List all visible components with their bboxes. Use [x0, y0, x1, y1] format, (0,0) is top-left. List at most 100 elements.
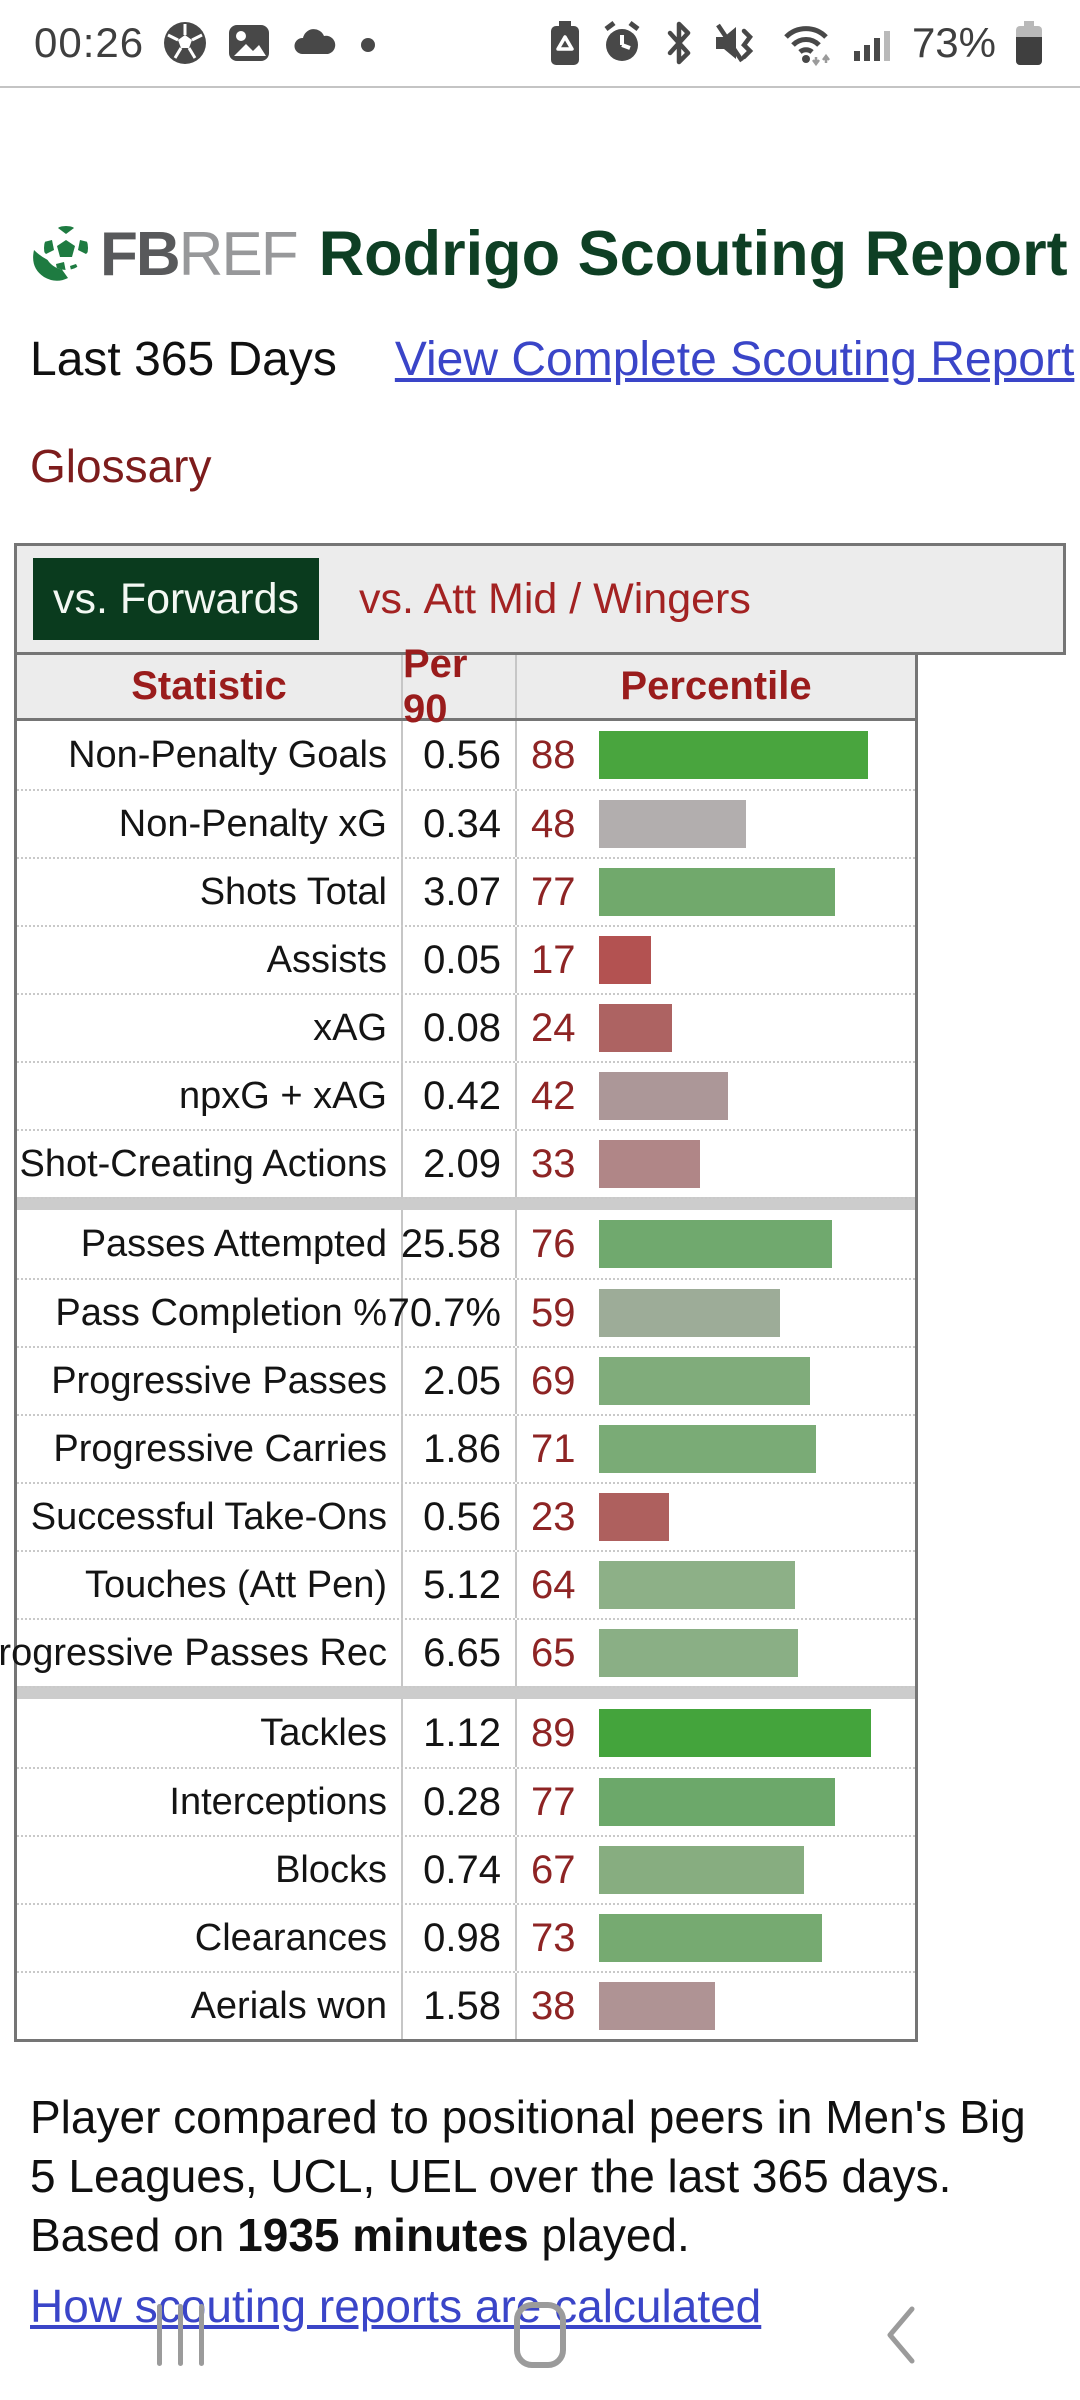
back-button[interactable] — [720, 2303, 1080, 2367]
period-label: Last 365 Days — [30, 333, 337, 386]
table-row: Progressive Passes 2.05 69 — [17, 1346, 915, 1414]
percentile-cell: 71 — [517, 1416, 915, 1482]
percentile-bar-track — [599, 1220, 905, 1268]
stat-label: Blocks — [17, 1837, 403, 1903]
percentile-cell: 59 — [517, 1280, 915, 1346]
stat-label: Interceptions — [17, 1769, 403, 1835]
table-row: Blocks 0.74 67 — [17, 1835, 915, 1903]
subheader-row: Last 365 Days View Complete Scouting Rep… — [30, 332, 1080, 387]
recents-button[interactable] — [0, 2304, 360, 2366]
page-title: Rodrigo Scouting Report — [318, 219, 1068, 289]
percentile-bar — [599, 936, 652, 984]
per90-value: 2.05 — [403, 1348, 517, 1414]
percentile-value: 23 — [531, 1494, 576, 1539]
stat-label: Non-Penalty xG — [17, 791, 403, 857]
cloud-icon — [290, 20, 340, 66]
percentile-bar-track — [599, 1561, 905, 1609]
stat-label: Progressive Carries — [17, 1416, 403, 1482]
stat-label: Pass Completion % — [17, 1280, 403, 1346]
per90-value: 1.58 — [403, 1973, 517, 2039]
per90-value: 0.42 — [403, 1063, 517, 1129]
per90-value: 0.56 — [403, 1484, 517, 1550]
percentile-bar-track — [599, 1778, 905, 1826]
stat-label: Assists — [17, 927, 403, 993]
percentile-bar-track — [599, 1072, 905, 1120]
percentile-bar — [599, 868, 835, 916]
recents-icon — [156, 2304, 204, 2366]
soccer-ball-icon — [162, 20, 208, 66]
percentile-cell: 67 — [517, 1837, 915, 1903]
stat-label: Shots Total — [17, 859, 403, 925]
percentile-cell: 77 — [517, 1769, 915, 1835]
stat-label: Shot-Creating Actions — [17, 1131, 403, 1197]
comparison-note: Player compared to positional peers in M… — [30, 2088, 1050, 2265]
per90-value: 1.12 — [403, 1699, 517, 1767]
percentile-value: 88 — [531, 732, 576, 777]
stat-label: npxG + xAG — [17, 1063, 403, 1129]
table-body: Non-Penalty Goals 0.56 88 Non-Penalty xG 0.3… — [0, 721, 915, 2039]
stat-label: Progressive Passes — [17, 1348, 403, 1414]
percentile-bar-track — [599, 1289, 905, 1337]
per90-value: 0.56 — [403, 721, 517, 789]
stat-label: Clearances — [17, 1905, 403, 1971]
percentile-bar-track — [599, 936, 905, 984]
glossary-link[interactable]: Glossary — [30, 440, 212, 492]
table-row: Non-Penalty xG 0.34 48 — [17, 789, 915, 857]
wifi-icon — [780, 19, 836, 67]
per90-value: 0.34 — [403, 791, 517, 857]
table-header-row: Statistic Per 90 Percentile — [17, 642, 915, 731]
percentile-value: 24 — [531, 1005, 576, 1050]
complete-report-link[interactable]: View Complete Scouting Report — [394, 333, 1075, 386]
logo-text-fb: FB — [100, 219, 181, 289]
percentile-bar-track — [599, 1982, 905, 2030]
stat-label: Passes Attempted — [17, 1210, 403, 1278]
percentile-cell: 76 — [517, 1210, 915, 1278]
percentile-value: 59 — [531, 1290, 576, 1335]
percentile-value: 64 — [531, 1562, 576, 1607]
percentile-value: 33 — [531, 1141, 576, 1186]
home-button[interactable] — [360, 2302, 720, 2368]
table-row: Assists 0.05 17 — [17, 925, 915, 993]
percentile-bar — [599, 1982, 716, 2030]
home-icon — [514, 2302, 566, 2368]
per90-value: 0.08 — [403, 995, 517, 1061]
percentile-cell: 23 — [517, 1484, 915, 1550]
percentile-bar-track — [599, 731, 905, 779]
percentile-cell: 42 — [517, 1063, 915, 1129]
back-icon — [887, 2306, 915, 2364]
percentile-bar-track — [599, 1629, 905, 1677]
table-row: Shot-Creating Actions 2.09 33 — [17, 1129, 915, 1197]
column-header-statistic: Statistic — [17, 655, 403, 718]
battery-icon — [1012, 19, 1046, 67]
stat-label: xAG — [17, 995, 403, 1061]
percentile-bar — [599, 1425, 817, 1473]
tab-vs-forwards[interactable]: vs. Forwards — [33, 558, 319, 640]
table-row: Shots Total 3.07 77 — [17, 857, 915, 925]
percentile-value: 17 — [531, 937, 576, 982]
percentile-value: 42 — [531, 1073, 576, 1118]
vibrate-mute-icon — [712, 19, 764, 67]
percentile-bar — [599, 1846, 805, 1894]
battery-saver-icon — [548, 19, 582, 67]
percentile-cell: 48 — [517, 791, 915, 857]
table-row: Interceptions 0.28 77 — [17, 1767, 915, 1835]
how-calculated-link[interactable]: How scouting reports are calculated — [30, 2280, 762, 2332]
logo-text-ref: REF — [178, 219, 299, 289]
percentile-cell: 33 — [517, 1131, 915, 1197]
stat-label: Touches (Att Pen) — [17, 1552, 403, 1618]
percentile-bar — [599, 1709, 872, 1757]
percentile-cell: 69 — [517, 1348, 915, 1414]
percentile-cell: 64 — [517, 1552, 915, 1618]
percentile-value: 89 — [531, 1710, 576, 1755]
percentile-bar-track — [599, 1709, 905, 1757]
tab-vs-att-mid-wingers[interactable]: vs. Att Mid / Wingers — [359, 574, 751, 623]
percentile-cell: 88 — [517, 721, 915, 789]
signal-icon — [852, 19, 896, 67]
per90-value: 6.65 — [403, 1620, 517, 1686]
fbref-logo: FB REF — [30, 219, 299, 290]
percentile-bar — [599, 1004, 673, 1052]
table-row: Non-Penalty Goals 0.56 88 — [17, 721, 915, 789]
percentile-value: 65 — [531, 1630, 576, 1675]
per90-value: 0.74 — [403, 1837, 517, 1903]
percentile-cell: 17 — [517, 927, 915, 993]
